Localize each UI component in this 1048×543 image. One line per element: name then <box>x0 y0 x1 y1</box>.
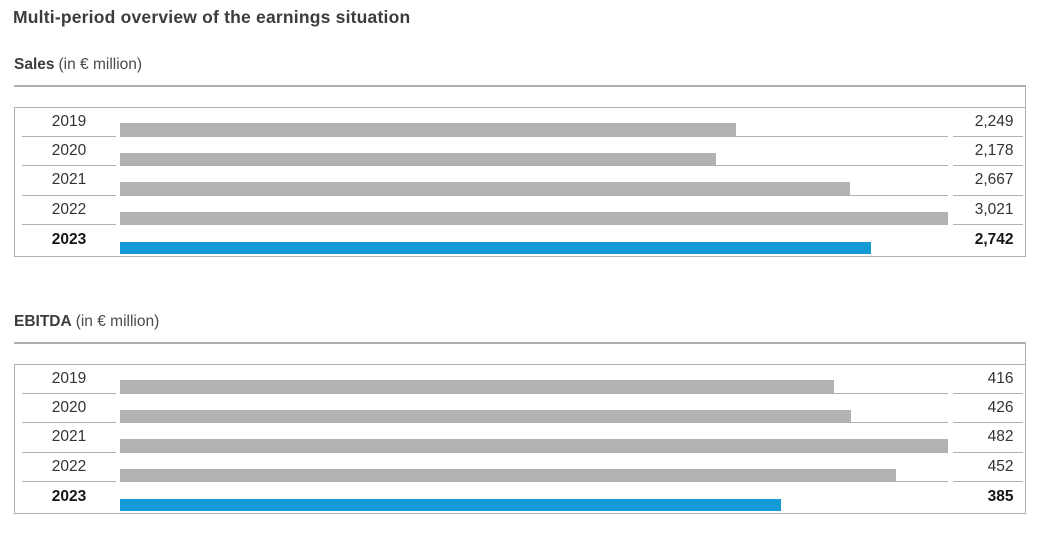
year-label: 2020 <box>22 394 116 424</box>
ebitda-chart-frame: 2019 416 2020 426 2021 482 2022 452 2023… <box>14 363 1026 514</box>
value-label: 385 <box>987 487 1014 505</box>
ebitda-row-2019: 2019 416 <box>15 365 1025 394</box>
bar-track <box>119 108 948 137</box>
ebitda-row-2021: 2021 482 <box>15 423 1025 453</box>
sales-bar-2023-highlight <box>119 241 872 255</box>
year-label: 2021 <box>22 166 116 196</box>
value-label: 452 <box>952 453 1023 483</box>
ebitda-bar-2021 <box>119 439 948 452</box>
ebitda-chart-title: EBITDA <box>14 313 72 330</box>
bar-track <box>119 394 948 424</box>
sales-bar-2021 <box>119 182 851 195</box>
sales-row-2021: 2021 2,667 <box>15 166 1025 196</box>
year-label: 2019 <box>22 108 116 137</box>
ebitda-bar-2019 <box>119 380 835 393</box>
bar-track <box>119 453 948 483</box>
bar-track <box>119 365 948 394</box>
value-label: 2,249 <box>952 108 1023 137</box>
value-label: 2,178 <box>952 137 1023 167</box>
ebitda-row-2020: 2020 426 <box>15 394 1025 424</box>
year-label: 2020 <box>22 137 116 167</box>
value-label: 2,667 <box>952 166 1023 196</box>
sales-bar-2022 <box>119 211 948 225</box>
sales-row-2020: 2020 2,178 <box>15 137 1025 167</box>
bar-track <box>119 482 948 512</box>
bar-track <box>119 423 948 453</box>
year-label: 2019 <box>22 365 116 394</box>
sales-chart-heading: Sales (in € million) <box>14 56 142 74</box>
sales-unit-label: (in € million) <box>58 56 143 73</box>
ebitda-unit-label: (in € million) <box>75 313 160 330</box>
value-label: 416 <box>952 365 1023 394</box>
ebitda-row-2023: 2023 385 <box>15 482 1025 512</box>
year-label: 2023 <box>51 487 87 505</box>
bar-track <box>119 137 948 167</box>
sales-row-2023: 2023 2,742 <box>15 225 1025 255</box>
value-label: 3,021 <box>952 196 1023 226</box>
year-label: 2023 <box>51 230 87 248</box>
sales-bar-2019 <box>119 123 736 136</box>
bar-track <box>119 196 948 226</box>
value-label: 482 <box>952 423 1023 453</box>
heading-rule <box>14 342 1026 344</box>
value-label: 426 <box>952 394 1023 424</box>
sales-bar-2020 <box>119 152 717 166</box>
sales-chart-frame: 2019 2,249 2020 2,178 2021 2,667 2022 3,… <box>14 106 1026 257</box>
ebitda-bar-2023-highlight <box>119 498 781 512</box>
year-label: 2021 <box>22 423 116 453</box>
value-label: 2,742 <box>974 230 1014 248</box>
frame-connector <box>1024 86 1026 107</box>
sales-chart-title: Sales <box>14 56 55 73</box>
sales-row-2022: 2022 3,021 <box>15 196 1025 226</box>
ebitda-bar-2022 <box>119 468 896 482</box>
bar-track <box>119 166 948 196</box>
page-title: Multi-period overview of the earnings si… <box>13 7 411 27</box>
heading-rule <box>14 85 1026 87</box>
year-label: 2022 <box>22 196 116 226</box>
ebitda-bar-2020 <box>119 409 852 423</box>
ebitda-chart-heading: EBITDA (in € million) <box>14 313 159 331</box>
sales-row-2019: 2019 2,249 <box>15 108 1025 137</box>
year-label: 2022 <box>22 453 116 483</box>
ebitda-row-2022: 2022 452 <box>15 453 1025 483</box>
frame-connector <box>1024 343 1026 364</box>
bar-track <box>119 225 948 255</box>
